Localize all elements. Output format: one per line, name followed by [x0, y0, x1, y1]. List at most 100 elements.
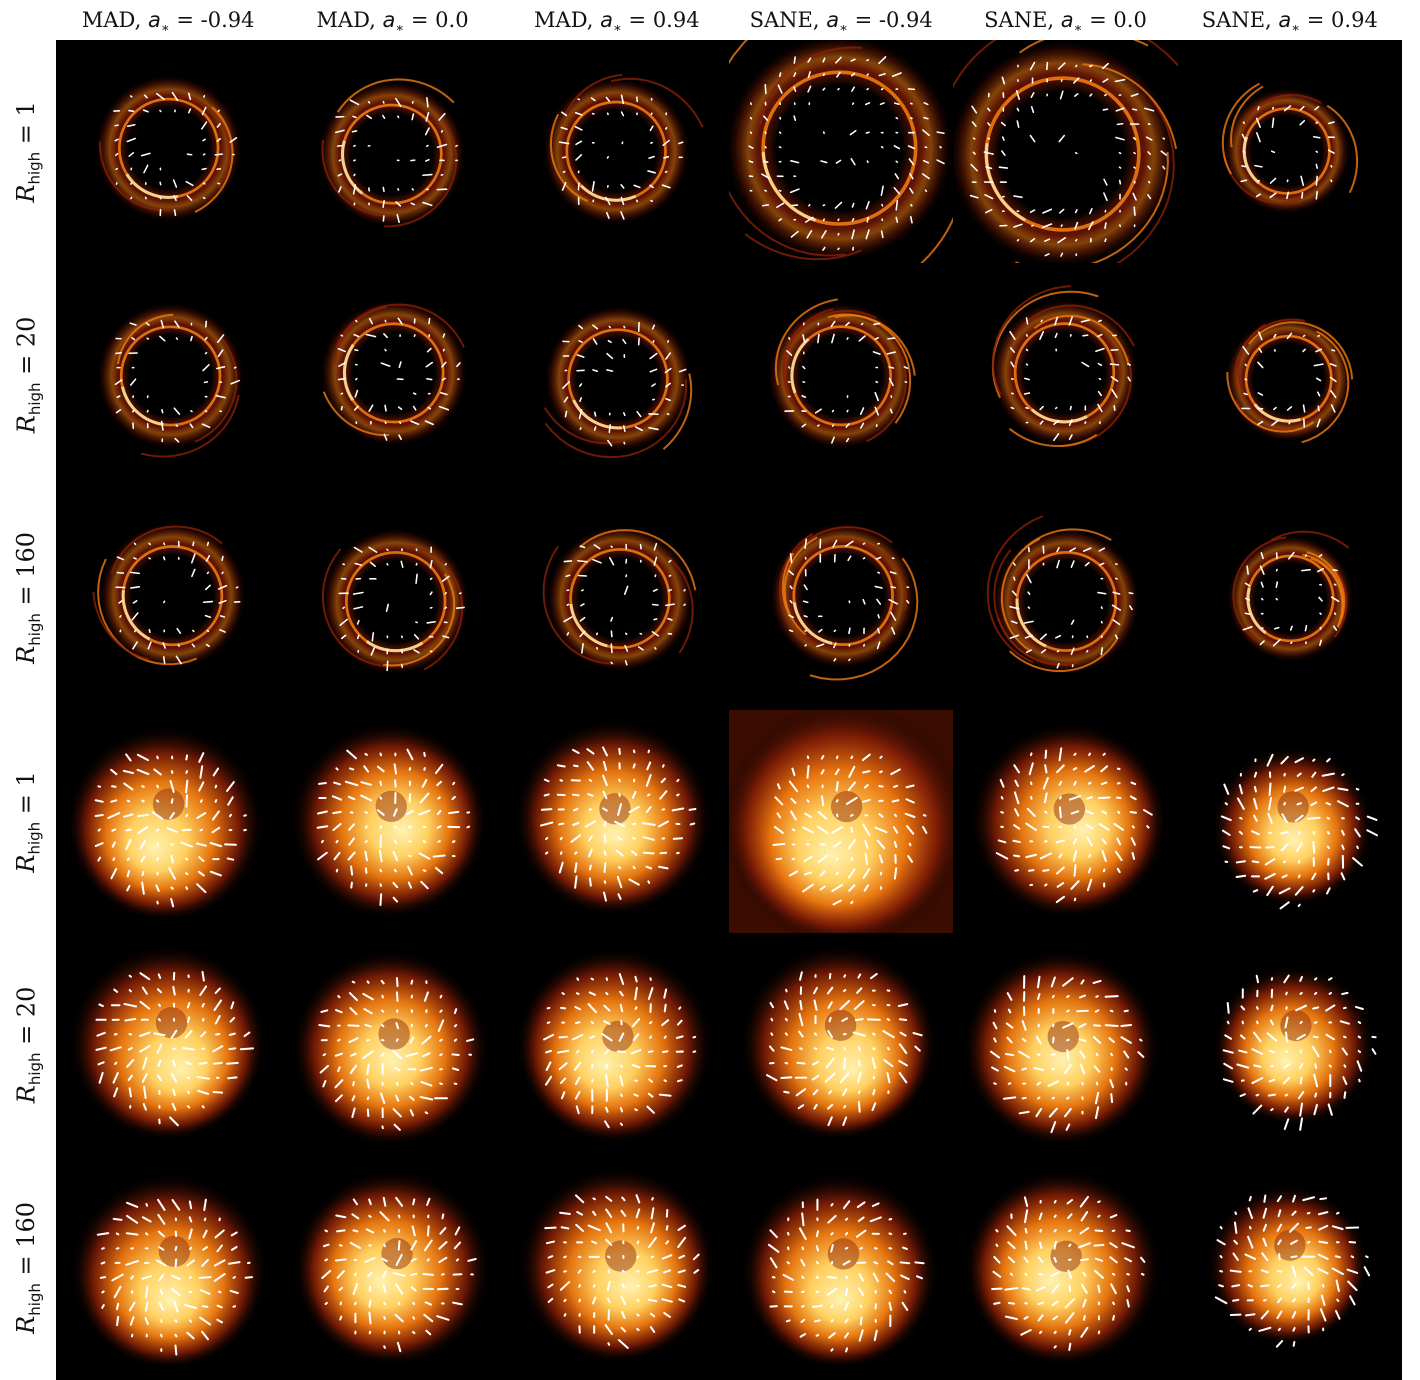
polarization-tick	[910, 203, 913, 207]
polarization-tick	[1036, 1081, 1042, 1086]
polarization-tick	[936, 159, 945, 165]
spiral-arc	[334, 306, 388, 366]
shadow-depression	[827, 1237, 860, 1270]
polarization-tick	[798, 1030, 804, 1038]
polarization-tick	[318, 781, 328, 785]
polarization-tick	[145, 322, 150, 327]
polarization-tick	[216, 366, 226, 370]
polarization-tick	[201, 1304, 209, 1308]
polarization-tick	[452, 840, 456, 843]
polarization-tick	[999, 778, 1005, 788]
polarization-tick	[1112, 591, 1121, 595]
polarization-tick	[647, 1093, 654, 1098]
polarization-tick	[174, 1258, 178, 1268]
polarization-tick	[780, 1076, 793, 1080]
polarization-tick	[1127, 363, 1132, 367]
polarization-tick	[862, 867, 871, 879]
polarization-tick	[380, 1092, 386, 1105]
polarization-tick	[1030, 781, 1033, 786]
polarization-tick	[658, 1093, 672, 1098]
polarization-tick	[1256, 421, 1263, 426]
polarization-tick	[1312, 135, 1321, 139]
polarization-tick	[802, 826, 814, 834]
polarization-tick	[651, 603, 659, 606]
polarization-tick	[158, 1245, 165, 1251]
polarization-tick	[858, 1328, 864, 1342]
polarization-tick	[1053, 1344, 1058, 1349]
polarization-tick	[1260, 597, 1264, 601]
polarization-tick	[834, 768, 840, 776]
polarization-tick	[633, 987, 638, 1001]
polarization-tick	[1060, 79, 1064, 82]
spiral-arc	[323, 391, 390, 437]
polarization-tick	[144, 1316, 149, 1325]
polarization-tick	[1310, 786, 1317, 793]
polarization-tick	[158, 1301, 165, 1311]
polarization-tick	[128, 989, 132, 993]
polarization-tick	[574, 1076, 581, 1086]
polarization-tick	[992, 1022, 998, 1030]
polarization-tick	[421, 1035, 432, 1046]
polarization-tick	[203, 1217, 207, 1221]
polarization-tick	[1294, 814, 1304, 822]
polarization-tick	[649, 1221, 655, 1234]
polarization-tick	[634, 426, 643, 432]
polarization-tick	[1315, 121, 1318, 124]
polarization-tick	[562, 170, 566, 173]
panel-r3-c4	[953, 709, 1178, 934]
polarization-tick	[191, 552, 196, 564]
polarization-tick	[1269, 1108, 1274, 1112]
polarization-tick	[591, 558, 602, 564]
polarization-tick	[1119, 166, 1122, 169]
polarization-tick	[201, 1258, 210, 1267]
polarization-tick	[1027, 807, 1037, 817]
polarization-tick	[185, 857, 189, 861]
polarization-tick	[877, 613, 880, 619]
polarization-tick	[132, 640, 138, 650]
polarization-tick	[830, 1304, 834, 1308]
spiral-arc	[1247, 321, 1353, 380]
polarization-tick	[605, 1222, 612, 1233]
polarization-tick	[1275, 580, 1278, 588]
polarization-tick	[1299, 992, 1303, 996]
polarization-tick	[429, 559, 433, 569]
polarization-tick	[1284, 1031, 1288, 1043]
polarization-tick	[409, 1095, 415, 1102]
polarization-tick	[801, 423, 807, 428]
polarization-tick	[1334, 1309, 1341, 1320]
polarization-tick	[813, 1104, 818, 1110]
polarization-tick	[352, 1282, 359, 1295]
polarization-tick	[571, 793, 580, 797]
polarization-tick	[398, 1214, 401, 1218]
polarization-tick	[368, 404, 374, 413]
spiral-arc	[549, 113, 588, 202]
polarization-tick	[442, 634, 450, 639]
polarization-tick	[1259, 639, 1265, 645]
polarization-tick	[887, 337, 896, 340]
polarization-tick	[826, 1047, 835, 1051]
polarization-tick	[862, 798, 871, 803]
polarization-tick	[239, 1047, 255, 1051]
shadow-depression	[598, 793, 631, 825]
polarization-tick	[772, 842, 786, 846]
polarization-tick	[427, 1224, 430, 1237]
polarization-tick	[1024, 1227, 1028, 1234]
polarization-tick	[1355, 787, 1360, 791]
polarization-tick	[396, 1038, 400, 1043]
polarization-tick	[197, 1090, 210, 1096]
polarization-tick	[94, 813, 104, 818]
polarization-tick	[828, 1090, 833, 1095]
shadow-depression	[601, 1021, 634, 1053]
polarization-tick	[352, 981, 356, 984]
polarization-tick	[921, 825, 928, 834]
shadow-depression	[381, 1237, 414, 1269]
polarization-tick	[452, 1067, 460, 1072]
polarization-tick	[214, 1015, 221, 1025]
polarization-tick	[1321, 1283, 1325, 1288]
panel-r1-c2	[504, 263, 729, 487]
polarization-tick	[871, 1102, 877, 1112]
ring-highlight	[366, 639, 424, 652]
polarization-tick	[578, 383, 582, 388]
polarization-tick	[648, 184, 654, 189]
column-header-2: MAD, a∗ = 0.94	[534, 8, 700, 37]
